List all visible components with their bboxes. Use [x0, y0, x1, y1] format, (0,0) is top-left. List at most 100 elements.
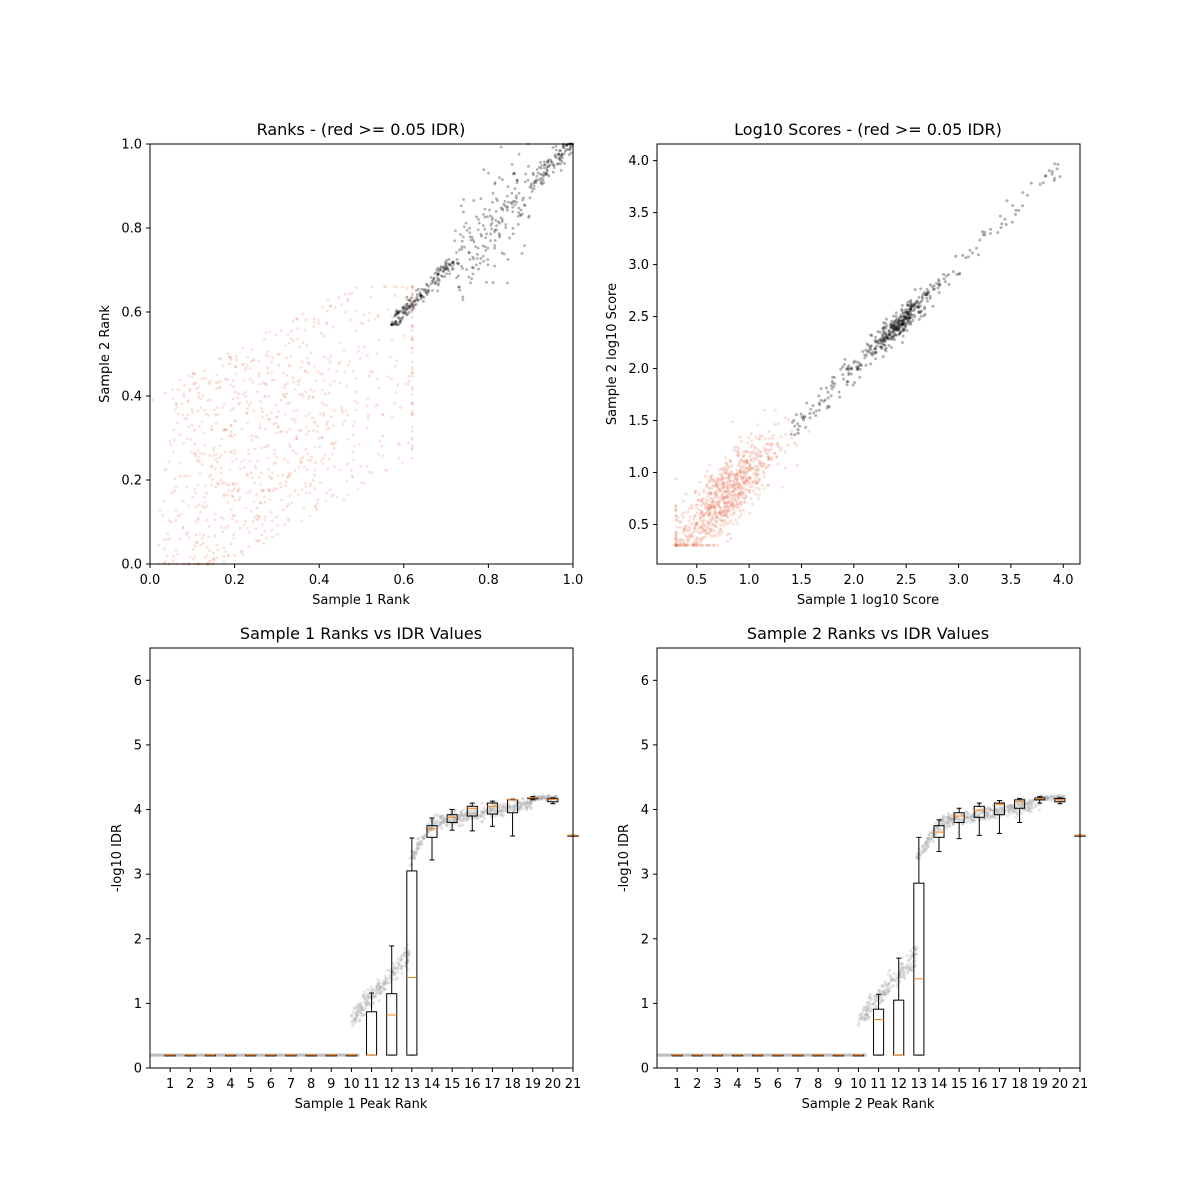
failing-peak-point: [690, 504, 694, 508]
failing-peak-point: [705, 469, 709, 473]
failing-peak-point: [205, 518, 209, 522]
passing-peak-point: [554, 148, 558, 152]
failing-peak-point: [234, 482, 238, 486]
failing-peak-point: [209, 559, 212, 563]
failing-peak-point: [738, 435, 742, 439]
failing-peak-point: [272, 462, 276, 466]
failing-peak-point: [762, 461, 766, 465]
passing-peak-point: [397, 310, 401, 314]
x-tick-label: 6: [774, 1077, 782, 1092]
idr-value-point: [1034, 804, 1038, 808]
failing-peak-point: [258, 539, 261, 543]
passing-peak-point: [498, 233, 502, 237]
idr-value-point: [864, 1009, 868, 1013]
failing-peak-point: [690, 543, 694, 547]
failing-peak-point: [236, 396, 240, 400]
passing-peak-point: [870, 353, 874, 357]
failing-peak-point: [340, 303, 344, 306]
failing-peak-point: [187, 425, 191, 429]
failing-peak-point: [358, 357, 362, 360]
idr-value-point: [931, 840, 935, 844]
failing-peak-point: [221, 482, 224, 485]
failing-peak-point: [222, 403, 226, 407]
failing-peak-point: [230, 450, 234, 453]
failing-peak-point: [700, 513, 704, 517]
passing-peak-point: [817, 394, 821, 398]
failing-peak-point: [357, 443, 361, 446]
idr-value-point: [883, 980, 887, 984]
failing-peak-point: [246, 421, 249, 425]
passing-peak-point: [500, 220, 504, 223]
failing-peak-point: [312, 389, 316, 393]
failing-peak-point: [230, 489, 234, 493]
failing-peak-point: [726, 489, 730, 493]
failing-peak-point: [322, 456, 326, 460]
failing-peak-point: [222, 429, 225, 432]
failing-peak-point: [260, 407, 264, 411]
passing-peak-point: [472, 257, 476, 261]
failing-peak-point: [331, 424, 335, 428]
failing-peak-point: [725, 495, 729, 499]
failing-peak-point: [202, 495, 206, 499]
failing-peak-point: [316, 369, 319, 373]
failing-peak-point: [288, 364, 292, 368]
x-tick-label: 21: [1072, 1077, 1089, 1092]
idr-value-point: [1006, 814, 1010, 818]
failing-peak-point: [212, 446, 216, 450]
idr-value-point: [870, 1002, 874, 1006]
failing-peak-point: [226, 377, 230, 381]
passing-peak-point: [499, 216, 503, 220]
failing-peak-point: [277, 363, 281, 367]
failing-peak-point: [410, 447, 414, 450]
x-tick-label: 17: [484, 1077, 501, 1092]
failing-peak-point: [707, 503, 711, 507]
failing-peak-point: [727, 474, 731, 478]
passing-peak-point: [394, 310, 398, 314]
failing-peak-point: [752, 467, 756, 471]
passing-peak-point: [811, 404, 815, 408]
passing-peak-point: [393, 322, 397, 326]
passing-peak-point: [942, 272, 946, 276]
passing-peak-point: [421, 295, 425, 298]
passing-peak-point: [924, 293, 928, 297]
passing-peak-point: [465, 228, 469, 232]
failing-peak-point: [202, 541, 205, 545]
passing-peak-point: [408, 304, 412, 308]
failing-peak-point: [786, 418, 790, 422]
passing-peak-point: [1029, 181, 1033, 185]
idr-value-point: [395, 966, 399, 970]
failing-peak-point: [273, 452, 277, 456]
failing-peak-point: [722, 502, 726, 506]
passing-peak-point: [516, 223, 520, 226]
passing-peak-point: [517, 211, 520, 215]
passing-peak-point: [805, 401, 809, 405]
failing-peak-point: [410, 293, 414, 297]
failing-peak-point: [739, 476, 743, 480]
failing-peak-point: [244, 390, 247, 394]
passing-peak-point: [838, 395, 842, 399]
failing-peak-point: [355, 286, 359, 290]
failing-peak-point: [176, 421, 180, 425]
passing-peak-point: [884, 349, 888, 353]
failing-peak-point: [245, 407, 249, 411]
passing-peak-point: [842, 377, 846, 381]
failing-peak-point: [674, 518, 678, 522]
failing-peak-point: [316, 430, 319, 434]
failing-peak-point: [337, 361, 341, 365]
passing-peak-point: [407, 298, 411, 302]
passing-peak-point: [793, 424, 797, 428]
idr-value-point: [907, 958, 911, 962]
failing-peak-point: [307, 458, 310, 462]
failing-peak-point: [296, 327, 300, 331]
passing-peak-point: [543, 163, 546, 167]
passing-peak-point: [431, 281, 435, 284]
failing-peak-point: [168, 537, 172, 540]
failing-peak-point: [706, 491, 710, 495]
failing-peak-point: [696, 541, 700, 545]
passing-peak-point: [556, 162, 560, 165]
failing-peak-point: [712, 484, 716, 488]
passing-peak-point: [500, 251, 504, 255]
failing-peak-point: [732, 489, 736, 493]
failing-peak-point: [734, 476, 738, 480]
failing-peak-point: [703, 474, 707, 478]
